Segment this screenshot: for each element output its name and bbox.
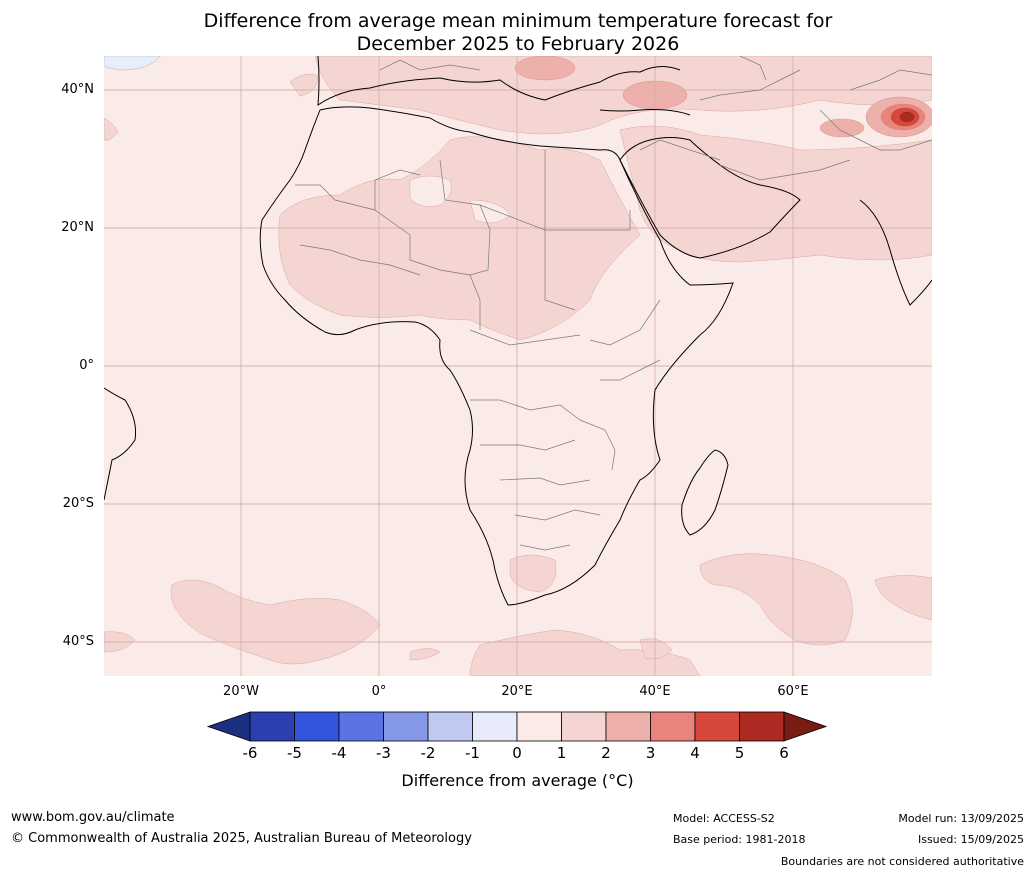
colorbar-label: Difference from average (°C) (401, 771, 634, 790)
india-coastline (859, 199, 932, 306)
europe-coastline (317, 56, 681, 107)
colorbar-segment (472, 711, 518, 742)
arabia-coastline (619, 137, 801, 259)
colorbar-segment (694, 711, 740, 742)
model-run-text: Model run: 13/09/2025 (898, 812, 1024, 825)
colorbar-tick-label: 0 (512, 744, 522, 762)
title-line-1: Difference from average mean minimum tem… (203, 10, 833, 32)
anomaly-patch-s-atlantic (170, 579, 381, 665)
lon-label-40e: 40°E (639, 684, 671, 699)
colorbar-extend-high (783, 711, 828, 742)
title-line-2: December 2025 to February 2026 (356, 33, 680, 55)
lat-label-0: 0° (79, 358, 94, 373)
disclaimer-text: Boundaries are not considered authoritat… (780, 855, 1024, 868)
anomaly-patch-balkans (514, 56, 576, 81)
colorbar-segment (605, 711, 651, 742)
lon-label-20w: 20°W (223, 684, 259, 699)
model-text: Model: ACCESS-S2 (673, 812, 775, 825)
colorbar-extend-low (206, 711, 251, 742)
colorbar-tick-label: 3 (645, 744, 656, 762)
anomaly-patch-iran (819, 118, 865, 138)
lat-label-40n: 40°N (61, 82, 94, 97)
anomaly-patch-s-indian (699, 553, 853, 646)
base-period-text: Base period: 1981-2018 (673, 833, 806, 846)
colorbar-tick-label: -3 (376, 744, 391, 762)
colorbar-tick-label: 6 (779, 744, 789, 762)
country-borders (295, 56, 932, 551)
lon-label-20e: 20°E (501, 684, 533, 699)
colorbar-tick-label: 5 (734, 744, 745, 762)
colorbar-segment (294, 711, 340, 742)
colorbar-tick-label: 1 (556, 744, 567, 762)
lon-label-0: 0° (371, 684, 387, 699)
colorbar-segment (338, 711, 384, 742)
colorbar-segment (561, 711, 607, 742)
colorbar-tick-label: -1 (465, 744, 480, 762)
colorbar-segment (650, 711, 696, 742)
issued-text: Issued: 15/09/2025 (917, 833, 1024, 846)
hotspot-level-5 (899, 111, 915, 123)
lon-label-60e: 60°E (777, 684, 809, 699)
colorbar-segment (249, 711, 295, 742)
madagascar (681, 449, 729, 536)
anomaly-patch-sahara (278, 136, 641, 341)
colorbar-segment (427, 711, 473, 742)
colorbar-segment (516, 711, 562, 742)
map-title: Difference from average mean minimum tem… (104, 10, 932, 56)
colorbar-segment (383, 711, 429, 742)
colorbar-tick-label: -5 (287, 744, 302, 762)
colorbar-tick-label: 4 (690, 744, 700, 762)
colorbar-tick-label: 2 (601, 744, 611, 762)
colorbar-tick-label: -4 (331, 744, 347, 762)
website-text: www.bom.gov.au/climate (11, 810, 175, 825)
negative-anomaly-patch (104, 56, 161, 71)
lat-label-20s: 20°S (62, 496, 94, 511)
gridlines (104, 56, 932, 676)
south-america-coast (104, 387, 136, 501)
lat-label-40s: 40°S (62, 634, 94, 649)
copyright-text: © Commonwealth of Australia 2025, Austra… (11, 831, 472, 846)
colorbar-segment (739, 711, 785, 742)
africa-coastline (259, 106, 734, 606)
colorbar-tick-label: -2 (420, 744, 436, 762)
lat-label-20n: 20°N (61, 220, 94, 235)
colorbar-tick-label: -6 (242, 744, 258, 762)
